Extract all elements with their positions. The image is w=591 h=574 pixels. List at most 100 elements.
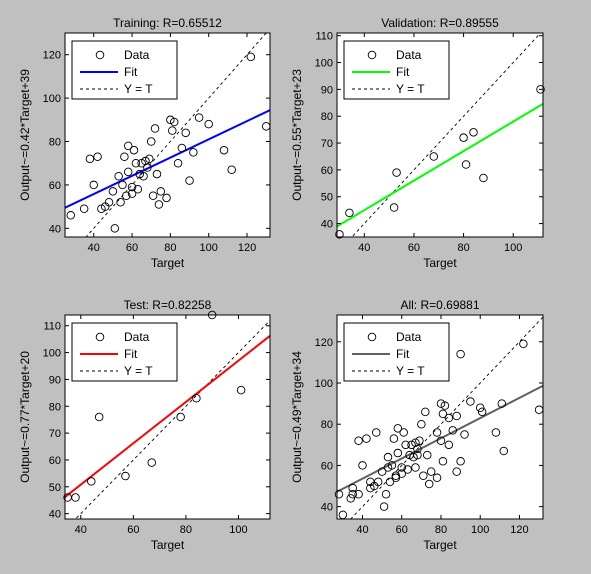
legend-label: Data [124,330,150,344]
data-point [499,446,509,456]
fit-line [65,335,270,498]
data-point [415,436,424,445]
data-point [411,463,420,472]
x-tick-label: 80 [457,242,469,254]
y-tick-label: 110 [43,321,61,333]
legend-data-marker [367,332,377,342]
x-axis-label: Target [423,538,457,552]
y-tick-label: 80 [321,419,333,431]
y-tick-label: 80 [49,401,61,413]
data-point [413,450,422,460]
data-point [108,187,118,196]
data-point [120,152,129,161]
data-point [127,182,137,192]
data-point [345,208,354,218]
data-point [123,167,133,177]
data-point [497,399,507,408]
y-tick-label: 110 [315,31,333,43]
data-point [461,160,471,169]
x-tick-label: 80 [180,524,192,536]
x-tick-label: 100 [200,242,218,254]
legend: Data Fit Y = T [71,322,178,382]
data-point [389,203,399,212]
x-tick-label: 80 [435,524,447,536]
data-point [118,180,127,190]
data-point [127,189,137,198]
data-point [419,471,428,480]
data-point [422,450,432,460]
data-point [185,176,194,185]
legend: Data Fit Y = T [343,322,450,382]
plot-panel-1: 40 60 80 100 120 40 60 80 100 120 Training: R=0.65… [18,16,271,270]
data-point [459,133,468,142]
data-point [110,224,120,233]
data-point [122,191,131,201]
legend-label: Fit [396,347,410,361]
x-tick-label: 60 [396,524,408,536]
fit-line [337,384,543,493]
data-point [475,403,485,412]
data-point [156,187,166,196]
data-point [444,440,454,450]
data-point [381,490,391,499]
data-point [456,349,465,359]
data-point [133,185,143,194]
data-point [397,463,406,472]
data-point [519,339,528,349]
plot-panel-3: 40 60 80 100 40 50 60 70 80 90 100 110 Test: R=0.822… [18,298,271,552]
data-point [348,483,357,493]
data-point [373,477,383,487]
x-tick-label: 120 [238,242,256,254]
y-tick-label: 100 [315,378,333,390]
data-point [194,113,204,122]
data-point [432,473,442,483]
data-point [426,467,436,476]
data-point [192,393,201,403]
legend-data-marker [95,50,105,60]
data-point [456,457,465,466]
data-point [85,154,95,164]
y-axis-label: Output~=0.42*Target+39 [18,69,32,201]
x-tick-label: 60 [126,242,138,254]
data-point [148,191,158,201]
legend-data-marker [367,50,377,60]
data-point [147,458,156,467]
data-point [354,490,363,499]
data-point [391,471,401,480]
x-tick-label: 60 [127,524,139,536]
data-point [173,158,183,168]
data-point [460,430,469,439]
data-point [181,128,190,138]
identity-line [351,33,542,237]
y-tick-label: 80 [49,137,61,149]
legend-label: Fit [124,347,138,361]
x-axis-label: Target [151,256,185,270]
x-axis-label: Target [151,538,185,552]
y-tick-label: 60 [49,455,61,467]
data-point [139,171,148,181]
data-point [204,119,213,129]
legend-label: Data [396,330,422,344]
legend-label: Fit [124,65,138,79]
x-tick-label: 40 [356,524,368,536]
data-point [129,145,139,155]
data-point [421,407,430,417]
y-tick-label: 40 [49,223,61,235]
legend-data-marker [95,332,105,342]
x-tick-label: 100 [229,524,247,536]
x-tick-label: 60 [408,242,420,254]
data-point [429,152,439,161]
data-point [346,494,355,503]
data-point [146,137,156,146]
data-point [89,180,98,190]
y-axis-label: Output~=0.49*Target+34 [290,351,304,483]
y-tick-label: 60 [49,180,61,192]
data-point [401,440,410,450]
data-point [154,200,164,209]
legend-label: Y = T [396,364,425,378]
x-tick-label: 40 [88,242,100,254]
y-tick-label: 50 [49,482,61,494]
data-point [87,477,96,486]
data-point [444,413,454,423]
